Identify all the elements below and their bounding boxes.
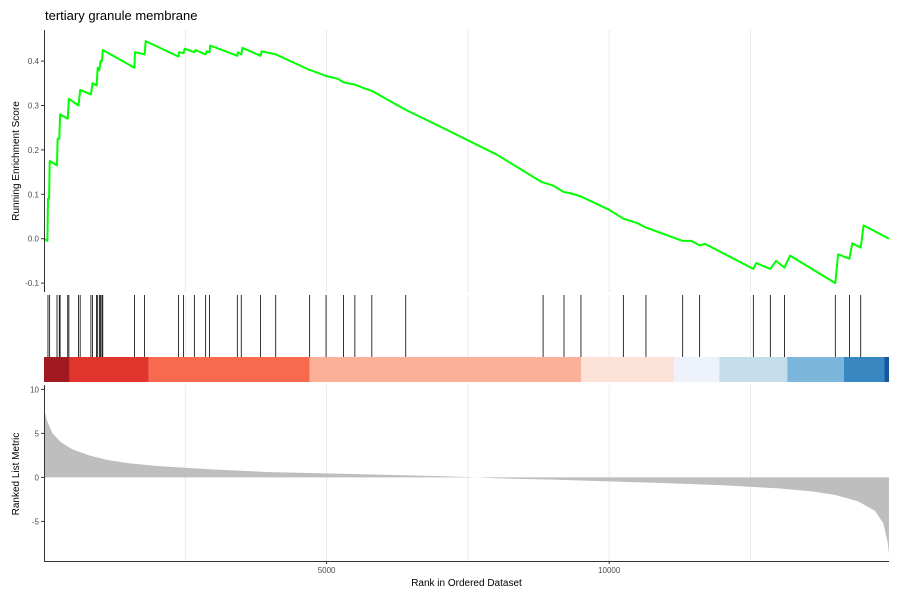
x-axis-label: Rank in Ordered Dataset: [411, 578, 522, 589]
x-tick-label: 10000: [598, 566, 621, 575]
rank-band-segment: [580, 357, 675, 382]
y-tick-label: 10: [30, 385, 39, 394]
enrichment-panel: -0.1 0.0 0.1 0.2 0.3 0.4 Running Enrichment S…: [11, 30, 890, 292]
y-tick-label: -5: [32, 517, 40, 526]
plot-title: tertiary granule membrane: [45, 8, 198, 23]
rank-band-segment: [843, 357, 885, 382]
y-tick-label: 0.1: [28, 190, 40, 199]
enrichment-score-line: [43, 40, 890, 285]
ranked-metric-area: [44, 408, 889, 555]
rank-band-segment: [69, 357, 149, 382]
rank-band-segment: [674, 357, 720, 382]
rank-band-segment: [309, 357, 581, 382]
ranked-panel: -5 0 5 10 5000 10000 Ranked List Metric Rank…: [11, 385, 889, 589]
x-ticks: 5000 10000: [318, 561, 621, 575]
enrichment-y-ticks: -0.1 0.0 0.1 0.2 0.3 0.4: [25, 57, 44, 288]
y-tick-label: 0.0: [28, 235, 40, 244]
enrichment-gridlines: [184, 30, 752, 292]
rank-color-band: [44, 357, 889, 382]
y-tick-label: -0.1: [25, 279, 39, 288]
rank-band-segment: [719, 357, 788, 382]
hits-gridlines: [184, 295, 752, 357]
ranked-y-label: Ranked List Metric: [11, 433, 22, 516]
rank-band-segment: [44, 357, 70, 382]
rank-band-segment: [787, 357, 844, 382]
rank-band-segment: [884, 357, 889, 382]
gene-hit-lines: [47, 295, 862, 357]
hits-panel: [44, 295, 889, 382]
y-tick-label: 5: [35, 429, 40, 438]
rank-band-segment: [148, 357, 310, 382]
ranked-y-ticks: -5 0 5 10: [30, 385, 44, 526]
y-tick-label: 0.2: [28, 146, 40, 155]
y-tick-label: 0.4: [28, 57, 40, 66]
x-tick-label: 5000: [318, 566, 336, 575]
y-tick-label: 0.3: [28, 101, 40, 110]
y-tick-label: 0: [35, 473, 40, 482]
enrichment-y-label: Running Enrichment Score: [11, 101, 22, 221]
